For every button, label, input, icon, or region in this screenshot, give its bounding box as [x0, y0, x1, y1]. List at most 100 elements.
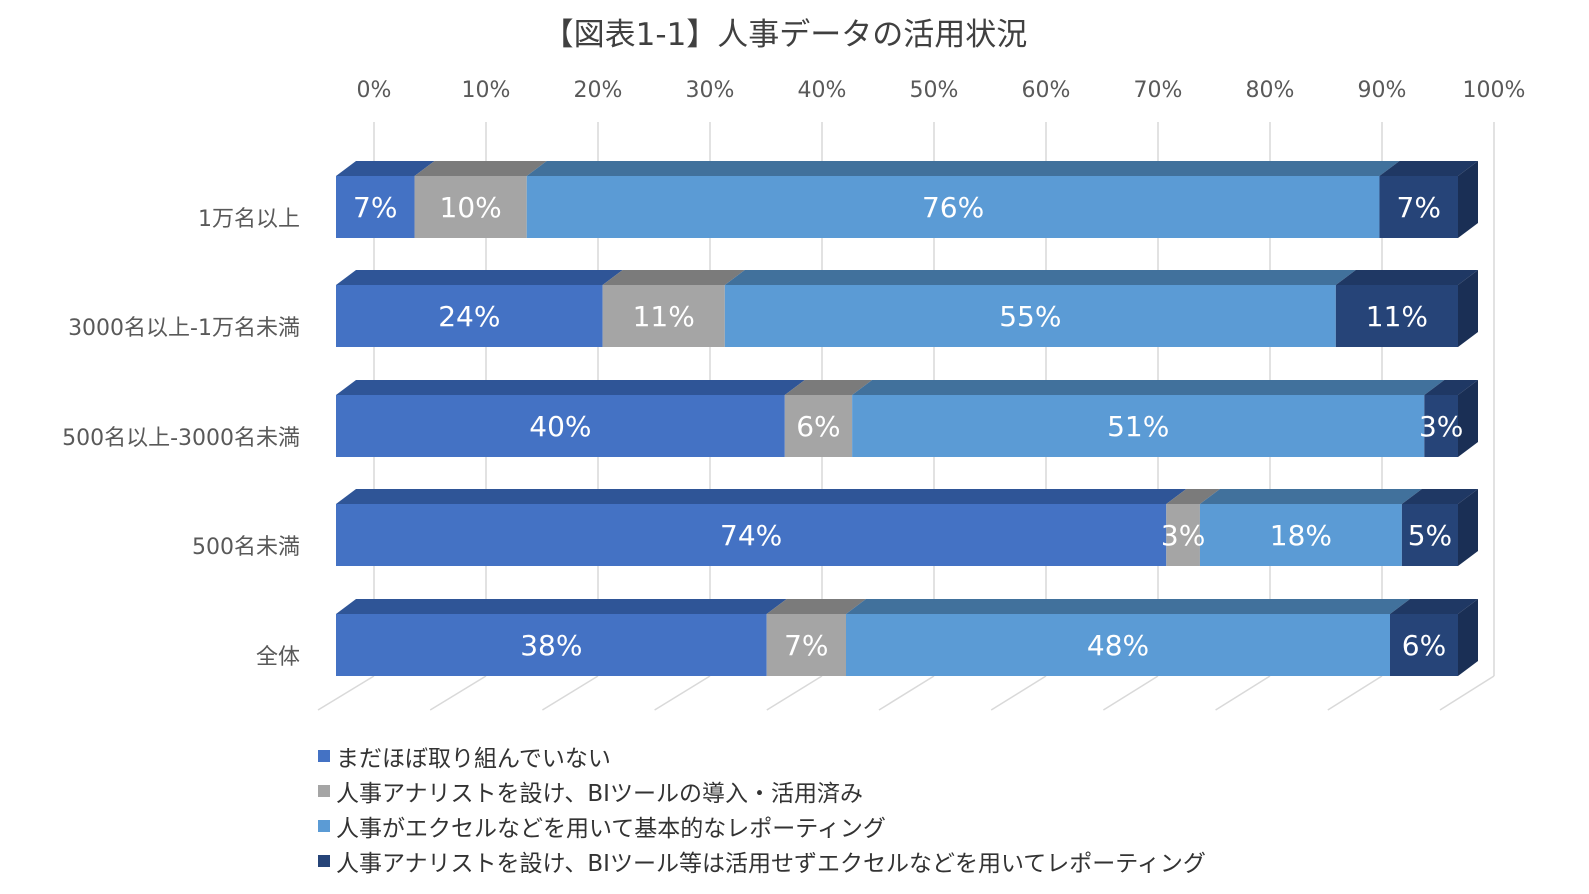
legend-item: 人事アナリストを設け、BIツール等は活用せずエクセルなどを用いてレポーティング — [318, 843, 1206, 878]
data-label: 7% — [353, 191, 397, 224]
data-label: 38% — [520, 629, 582, 662]
legend-label: まだほぼ取り組んでいない — [336, 745, 611, 772]
legend-label: 人事アナリストを設け、BIツールの導入・活用済み — [336, 780, 863, 807]
floor-gridline — [317, 675, 375, 711]
bar-top — [1424, 380, 1478, 395]
bar-top — [526, 161, 1400, 176]
data-label: 6% — [796, 410, 840, 443]
bar-segment — [1199, 504, 1402, 566]
category-label: 500名未満 — [192, 535, 300, 560]
data-label: 74% — [720, 519, 782, 552]
bar-side — [1458, 599, 1478, 676]
floor-gridline — [990, 675, 1047, 711]
bar-top — [1401, 489, 1478, 504]
data-label: 6% — [1402, 629, 1446, 662]
legend-label: 人事アナリストを設け、BIツール等は活用せずエクセルなどを用いてレポーティング — [336, 850, 1206, 877]
bar-top — [1379, 161, 1478, 176]
data-label: 76% — [922, 191, 984, 224]
floor-gridline — [654, 675, 711, 711]
data-label: 48% — [1087, 629, 1149, 662]
bar-top — [1199, 489, 1422, 504]
x-tick-label: 70% — [1134, 78, 1183, 103]
floor-gridline — [878, 675, 935, 711]
bar-top — [784, 380, 873, 395]
bar-segment — [336, 395, 785, 457]
bar-segment — [1390, 614, 1458, 676]
x-tick-label: 80% — [1246, 78, 1295, 103]
bar-segment — [336, 285, 603, 347]
x-tick-label: 10% — [462, 78, 511, 103]
bar-top — [336, 380, 805, 395]
x-tick-label: 60% — [1022, 78, 1071, 103]
bar-top — [1390, 599, 1478, 614]
floor-gridline — [766, 675, 823, 711]
bar-segment — [766, 614, 846, 676]
data-label: 40% — [529, 410, 591, 443]
bar-top — [724, 270, 1356, 285]
data-label: 7% — [1397, 191, 1441, 224]
data-label: 51% — [1107, 410, 1169, 443]
floor-gridline — [1327, 675, 1383, 711]
bar-side — [1458, 161, 1478, 238]
legend-label: 人事がエクセルなどを用いて基本的なレポーティング — [336, 815, 886, 842]
bar-segment — [724, 285, 1336, 347]
data-label: 18% — [1270, 519, 1332, 552]
floor-gridline — [429, 675, 487, 711]
bar-top — [414, 161, 547, 176]
bar-top — [846, 599, 1410, 614]
bar-top — [336, 489, 1187, 504]
bar-segment — [1424, 395, 1458, 457]
bar-segment — [526, 176, 1380, 238]
bar-side — [1458, 489, 1478, 566]
x-axis-ticks: 0% 10% 20% 30% 40% 50% 60% 70% 80% 90% 100% — [357, 78, 1526, 103]
bar-segment — [1379, 176, 1458, 238]
bar-top — [336, 270, 623, 285]
category-label: 3000名以上-1万名未満 — [68, 316, 300, 341]
chart-title: 【図表1-1】人事データの活用状況 — [543, 17, 1028, 53]
bar-top — [852, 380, 1445, 395]
data-label: 3% — [1161, 519, 1205, 552]
floor-gridline — [1103, 675, 1159, 711]
bar-segment — [414, 176, 527, 238]
data-label: 3% — [1419, 410, 1463, 443]
bar-segment — [1335, 285, 1458, 347]
x-tick-label: 90% — [1358, 78, 1407, 103]
legend: まだほぼ取り組んでいない人事アナリストを設け、BIツールの導入・活用済み 人事がエ… — [318, 738, 1206, 878]
legend-swatch — [318, 784, 330, 797]
x-tick-label: 50% — [910, 78, 959, 103]
bar-segment — [602, 285, 725, 347]
bar-segment — [846, 614, 1390, 676]
data-label: 11% — [633, 300, 695, 333]
bar-top — [602, 270, 745, 285]
x-tick-label: 20% — [574, 78, 623, 103]
bar-top — [766, 599, 866, 614]
bar-top — [1166, 489, 1220, 504]
category-label: 1万名以上 — [198, 207, 300, 232]
data-label: 11% — [1366, 300, 1428, 333]
bar-segment — [336, 176, 415, 238]
bar-segment — [1166, 504, 1200, 566]
category-label: 500名以上-3000名未満 — [62, 426, 300, 451]
data-labels: 7% 10% 76% 7% 24% 11% 55% 11% 40% 6% 51% 3% 74% 3% 18%… — [353, 191, 1463, 662]
bar-side — [1458, 270, 1478, 347]
data-label: 5% — [1408, 519, 1452, 552]
category-label: 全体 — [256, 645, 300, 670]
legend-swatch — [318, 819, 330, 832]
bar-side — [1458, 380, 1478, 457]
bar-top — [336, 599, 787, 614]
bars — [336, 161, 1478, 676]
x-tick-label: 100% — [1463, 78, 1526, 103]
x-tick-label: 40% — [798, 78, 847, 103]
legend-item: 人事がエクセルなどを用いて基本的なレポーティング — [318, 808, 1206, 843]
x-tick-label: 0% — [357, 78, 392, 103]
floor-gridline — [542, 675, 599, 711]
bar-segment — [784, 395, 853, 457]
x-tick-label: 30% — [686, 78, 735, 103]
bar-segment — [336, 504, 1167, 566]
data-label: 10% — [440, 191, 502, 224]
data-label: 55% — [999, 300, 1061, 333]
bar-top — [336, 161, 435, 176]
legend-swatch — [318, 749, 330, 762]
